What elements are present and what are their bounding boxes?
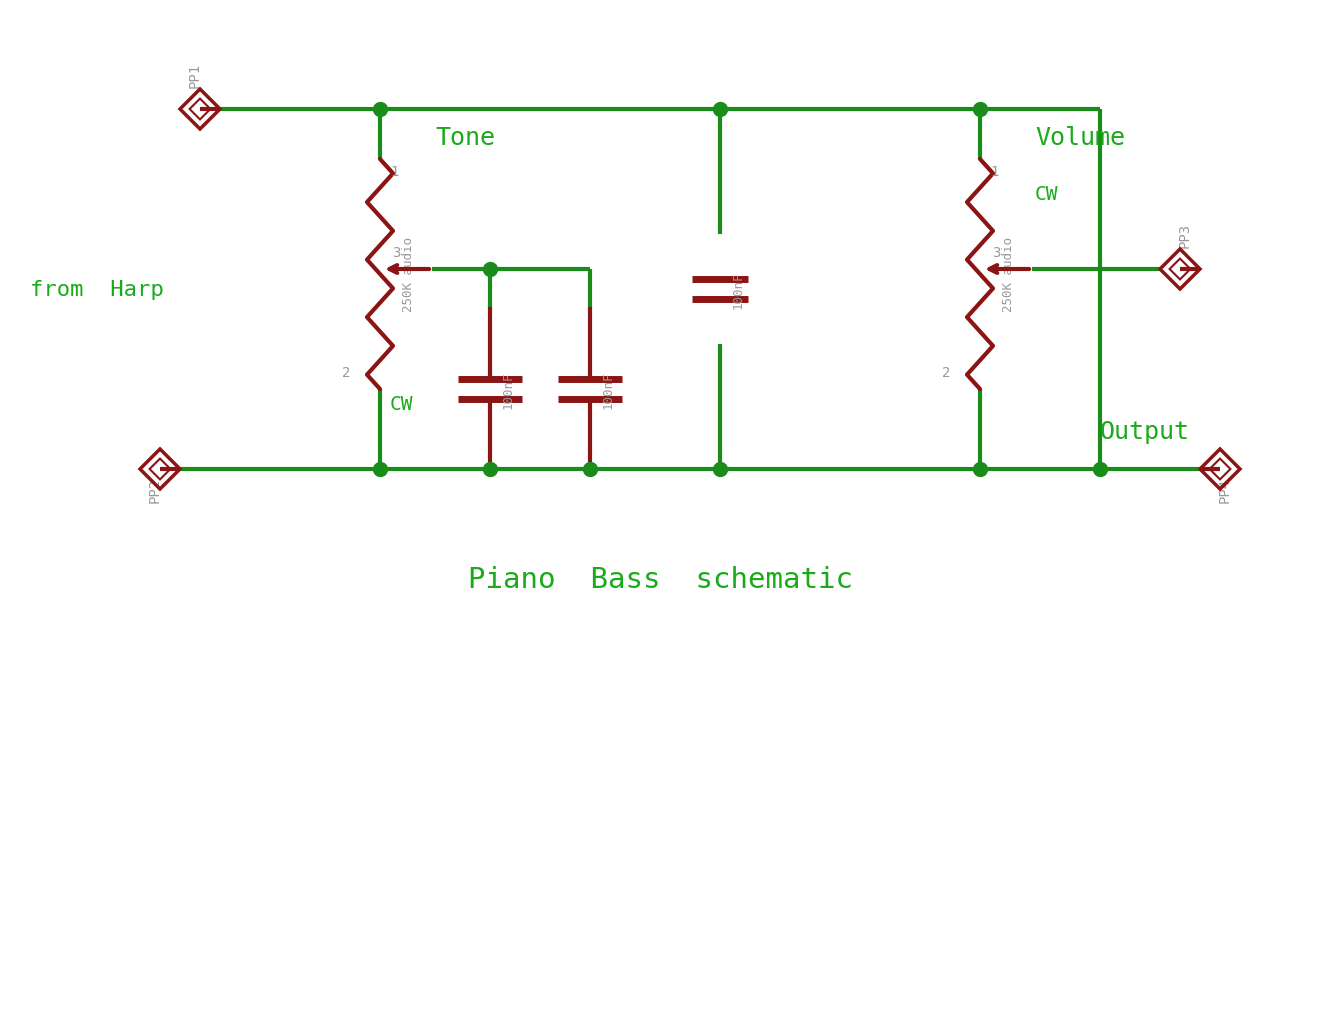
- Text: CW: CW: [389, 394, 413, 414]
- Text: Piano  Bass  schematic: Piano Bass schematic: [467, 566, 853, 593]
- Point: [370, 102, 391, 118]
- Text: 100nF: 100nF: [502, 371, 515, 409]
- Point: [479, 262, 500, 278]
- Text: CW: CW: [1035, 184, 1059, 204]
- Point: [709, 462, 730, 478]
- Text: PP2: PP2: [148, 478, 162, 502]
- Text: 250K audio: 250K audio: [403, 237, 414, 312]
- Point: [709, 102, 730, 118]
- Text: PP4: PP4: [1218, 478, 1232, 502]
- Text: 3: 3: [392, 246, 400, 260]
- Point: [1089, 462, 1110, 478]
- Text: Tone: Tone: [436, 126, 495, 150]
- Text: 1: 1: [389, 165, 399, 178]
- Text: 1: 1: [990, 165, 998, 178]
- Text: 100nF: 100nF: [602, 371, 615, 409]
- Text: 250K audio: 250K audio: [1002, 237, 1015, 312]
- Point: [969, 102, 990, 118]
- Text: PP3: PP3: [1177, 223, 1192, 248]
- Text: from  Harp: from Harp: [30, 280, 164, 300]
- Point: [969, 462, 990, 478]
- Text: Volume: Volume: [1035, 126, 1125, 150]
- Text: 2: 2: [342, 366, 350, 380]
- Point: [479, 462, 500, 478]
- Text: Output: Output: [1100, 420, 1191, 443]
- Text: PP1: PP1: [187, 63, 202, 88]
- Text: 2: 2: [941, 366, 950, 380]
- Text: 3: 3: [993, 246, 1001, 260]
- Point: [579, 462, 601, 478]
- Text: 100nF: 100nF: [731, 271, 744, 309]
- Point: [370, 462, 391, 478]
